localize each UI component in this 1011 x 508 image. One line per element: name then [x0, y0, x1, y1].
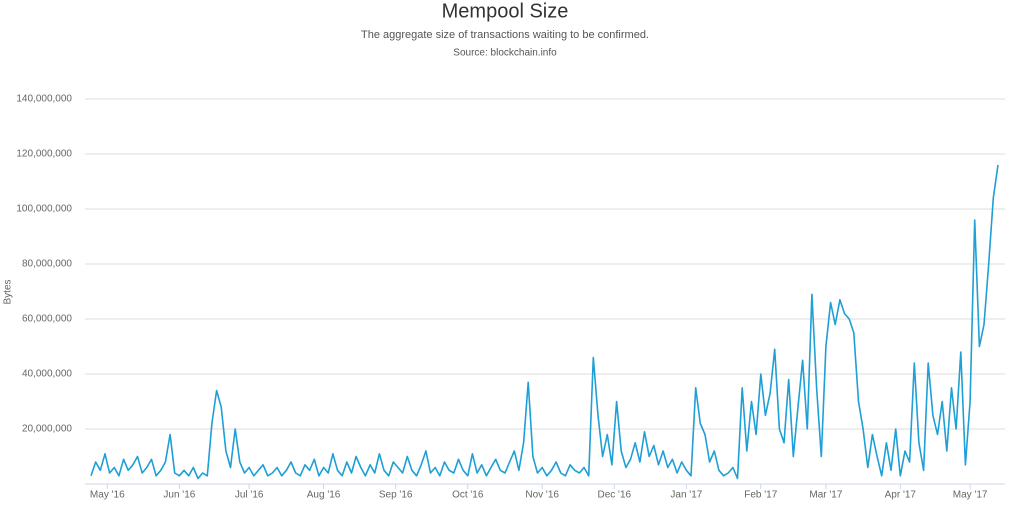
y-tick-label: 120,000,000	[16, 149, 72, 160]
x-tick-label: Aug '16	[307, 490, 341, 501]
y-axis-label: Bytes	[3, 279, 14, 304]
x-tick-label: Oct '16	[452, 490, 484, 501]
y-tick-label: 40,000,000	[22, 369, 72, 380]
x-tick-label: May '16	[90, 490, 125, 501]
x-tick-label: Dec '16	[597, 490, 631, 501]
chart-source: Source: blockchain.info	[453, 48, 557, 59]
x-tick-label: Jan '17	[670, 490, 702, 501]
y-tick-label: 80,000,000	[22, 259, 72, 270]
x-tick-label: Jul '16	[235, 490, 264, 501]
x-tick-label: Apr '17	[885, 490, 917, 501]
chart-title: Mempool Size	[442, 0, 569, 22]
x-tick-label: Sep '16	[379, 490, 413, 501]
y-tick-label: 60,000,000	[22, 314, 72, 325]
y-tick-label: 20,000,000	[22, 424, 72, 435]
x-tick-label: Jun '16	[163, 490, 195, 501]
y-tick-label: 100,000,000	[16, 204, 72, 215]
chart-subtitle: The aggregate size of transactions waiti…	[361, 29, 649, 41]
x-tick-label: May '17	[953, 490, 988, 501]
x-tick-label: Feb '17	[744, 490, 777, 501]
series-line	[90, 164, 999, 480]
x-tick-label: Mar '17	[809, 490, 842, 501]
x-tick-label: Nov '16	[525, 490, 559, 501]
y-tick-label: 140,000,000	[16, 94, 72, 105]
